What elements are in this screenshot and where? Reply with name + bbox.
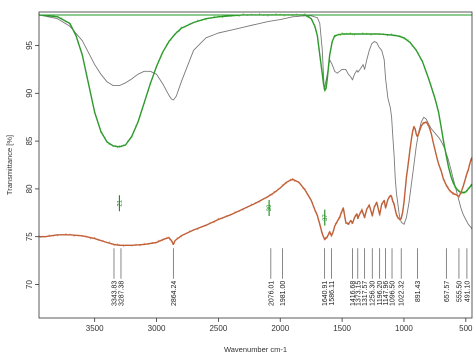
- y-tick-label: 75: [25, 232, 34, 241]
- marker-label: 21: [117, 199, 123, 206]
- x-tick-label: 3000: [148, 324, 166, 333]
- y-tick-label: 85: [25, 136, 34, 145]
- peak-label: 1586.11: [329, 281, 336, 306]
- peak-label: 1096.50: [390, 281, 397, 306]
- peak-label: 1147.96: [383, 281, 390, 306]
- peak-label: 1317.57: [362, 281, 369, 306]
- x-tick-label: 3500: [86, 324, 104, 333]
- x-axis-label: Wavenumber cm-1: [224, 345, 287, 354]
- peak-label: 3343.83: [111, 281, 118, 306]
- peak-labels-layer: 3343.83 3287.38 2864.24 2076.01 1981.00 1640.…: [111, 248, 471, 306]
- peak-label: 555.50: [456, 281, 463, 303]
- y-tick-label: 95: [25, 40, 34, 49]
- plot-frame: [38, 11, 473, 319]
- y-tick-label: 80: [25, 184, 34, 193]
- peak-label: 1022.32: [399, 281, 406, 306]
- markers-layer: 21 30 37: [117, 195, 329, 226]
- x-tick-label: 2000: [271, 324, 289, 333]
- peak-label: 1196.20: [377, 281, 384, 306]
- x-tick-label: 1500: [333, 324, 351, 333]
- peak-label: 1981.00: [280, 281, 287, 306]
- peak-label: 1640.91: [322, 281, 329, 306]
- series-layer: [38, 13, 473, 248]
- marker-label: 37: [323, 214, 329, 221]
- peak-label: 891.43: [415, 281, 422, 303]
- brown-data-point: [379, 215, 381, 217]
- marker-label: 30: [267, 204, 273, 211]
- peak-label: 2076.01: [268, 281, 275, 306]
- peak-label: 1373.15: [355, 281, 362, 306]
- green-data-point: [324, 90, 326, 93]
- peak-label: 491.10: [464, 281, 471, 303]
- gray-series: [38, 14, 473, 230]
- peak-label: 3287.38: [118, 281, 125, 306]
- brown-series: [38, 121, 473, 248]
- y-tick-label: 90: [25, 88, 34, 97]
- y-tick-label: 70: [25, 280, 34, 289]
- x-tick-label: 2500: [209, 324, 227, 333]
- axes-layer: 3500 3000 2500 2000 1500 1000 500 70 75 80 85 90 95: [25, 40, 473, 333]
- peak-label: 1256.30: [370, 281, 377, 306]
- x-tick-label: 1000: [395, 324, 413, 333]
- peak-label: 657.57: [444, 281, 451, 303]
- green-series: [38, 13, 473, 195]
- peak-label: 1416.68: [350, 281, 357, 306]
- y-axis-label: Transmittance [%]: [5, 135, 14, 195]
- gray-line: [38, 14, 473, 230]
- peak-label: 2864.24: [171, 281, 178, 306]
- green-line: [38, 14, 473, 194]
- x-tick-label: 500: [459, 324, 473, 333]
- brown-line: [39, 121, 473, 247]
